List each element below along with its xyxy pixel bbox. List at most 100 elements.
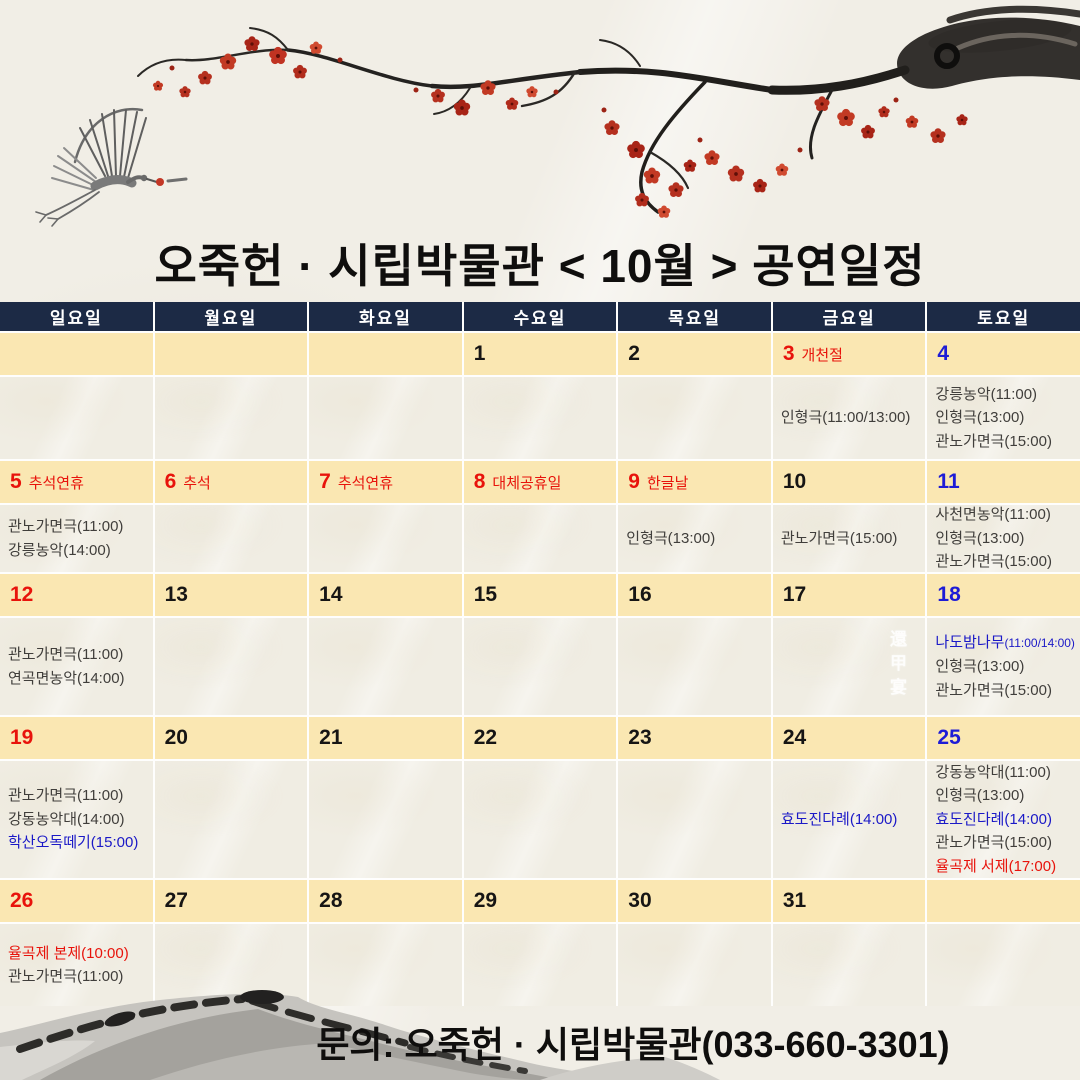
- holiday-label: 추석연휴: [337, 474, 394, 492]
- date-row: 1 2 3 개천절 4: [0, 333, 1080, 375]
- date-cell: 11: [927, 461, 1080, 503]
- ink-mountains-art: [0, 990, 720, 1080]
- event-cell: [155, 924, 308, 1006]
- event-item: 인형극(13:00): [935, 658, 1025, 676]
- date-number: 11: [937, 470, 960, 493]
- date-number: 15: [473, 583, 498, 606]
- date-number: 27: [164, 889, 188, 912]
- event-item: 관노가면극(11:00): [8, 968, 124, 985]
- event-cell: [618, 618, 771, 715]
- weekday-header: 수요일: [463, 302, 617, 331]
- date-cell: 22: [463, 717, 617, 759]
- event-cell: [155, 618, 308, 715]
- event-cell: 관노가면극(15:00): [773, 505, 926, 572]
- holiday-label: 대체공휴일: [492, 474, 562, 492]
- contact-footer: 문의: 오죽헌 · 시립박물관(033-660-3301): [316, 1024, 950, 1065]
- event-item: 관노가면극(11:00): [8, 787, 124, 805]
- event-row: 관노가면극(11:00) 강동농악대(14:00) 학산오독떼기(15:00) 효도진…: [0, 761, 1080, 878]
- event-cell: 율곡제 본제(10:00) 관노가면극(11:00): [0, 924, 153, 1006]
- event-row: 인형극(11:00/13:00) 강릉농악(11:00) 인형극(13:00) 관노가…: [0, 377, 1080, 459]
- event-cell: [464, 618, 617, 715]
- event-row: 관노가면극(11:00) 연곡면농악(14:00) 나도밤나무(11:00/14:0…: [0, 618, 1080, 715]
- date-row: 26 27 28 29 30 31: [0, 880, 1080, 922]
- event-item: 효도진다례(14:00): [780, 810, 898, 828]
- date-number: 19: [10, 726, 34, 749]
- event-item: 강동농악대(11:00): [935, 763, 1051, 781]
- event-cell: 관노가면극(11:00) 강동농악대(14:00) 학산오독떼기(15:00): [0, 761, 153, 878]
- event-cell: [155, 377, 308, 459]
- weekday-header: 목요일: [618, 302, 771, 331]
- calendar: 일요일 월요일 화요일 수요일 목요일 금요일 토요일 1 2 3 개천절 4 인형극(11:00/1…: [0, 302, 1080, 1006]
- event-cell: [618, 377, 771, 459]
- date-number: 1: [473, 342, 486, 365]
- date-number: 23: [628, 726, 652, 749]
- date-cell: 14: [309, 574, 462, 616]
- date-number: 9: [628, 470, 640, 493]
- weekday-header: 금요일: [772, 302, 926, 331]
- event-item: 인형극(13:00): [626, 529, 716, 547]
- event-item: 나도밤나무(11:00/14:00): [935, 633, 1075, 651]
- date-number: 24: [782, 726, 807, 749]
- event-cell: 나도밤나무(11:00/14:00) 인형극(13:00) 관노가면극(15:00): [927, 618, 1080, 715]
- date-cell: 18: [927, 574, 1080, 616]
- event-item: 관노가면극(15:00): [935, 553, 1052, 571]
- event-cell: [309, 618, 462, 715]
- date-number: 20: [164, 726, 188, 749]
- date-row: 19 20 21 22 23 24 25: [0, 717, 1080, 759]
- date-number: 16: [628, 583, 652, 606]
- event-cell: [927, 924, 1080, 1006]
- date-number: 22: [473, 726, 498, 749]
- weekday-row: 일요일 월요일 화요일 수요일 목요일 금요일 토요일: [0, 302, 1080, 331]
- date-cell: 26: [0, 880, 153, 922]
- date-cell: 9 한글날: [618, 461, 771, 503]
- date-cell: 3 개천절: [772, 333, 926, 375]
- date-cell: 8 대체공휴일: [463, 461, 617, 503]
- event-cell: [618, 761, 771, 878]
- date-cell: 28: [309, 880, 462, 922]
- event-cell: [0, 377, 153, 459]
- event-cell: [464, 761, 617, 878]
- date-cell: [927, 880, 1080, 922]
- blossoms: [152, 36, 968, 218]
- date-cell: 30: [618, 880, 771, 922]
- event-cell: 관노가면극(11:00) 연곡면농악(14:00): [0, 618, 153, 715]
- event-item: 인형극(13:00): [935, 529, 1025, 547]
- event-cell: [309, 761, 462, 878]
- date-number: 8: [473, 470, 486, 493]
- date-number: 7: [319, 470, 331, 493]
- event-item: 사천면농악(11:00): [935, 506, 1051, 524]
- event-item: 강동농악대(14:00): [8, 810, 125, 828]
- date-number: 28: [319, 889, 343, 912]
- event-cell: 인형극(11:00/13:00): [773, 377, 926, 459]
- date-number: 10: [782, 470, 807, 493]
- event-item: 관노가면극(15:00): [935, 681, 1052, 699]
- date-cell: 4: [927, 333, 1080, 375]
- date-number: 12: [10, 583, 34, 606]
- date-number: 18: [937, 583, 961, 606]
- event-item: 인형극(11:00/13:00): [780, 409, 911, 427]
- date-cell: [309, 333, 462, 375]
- date-row: 12 13 14 15 16 17 18: [0, 574, 1080, 616]
- event-item: 율곡제 본제(10:00): [8, 944, 129, 962]
- date-number: 31: [782, 889, 807, 912]
- date-number: 4: [937, 342, 950, 365]
- event-item: 관노가면극(15:00): [935, 432, 1052, 450]
- date-cell: 2: [618, 333, 771, 375]
- event-item: 강릉농악(14:00): [8, 541, 111, 559]
- event-cell: [309, 505, 462, 572]
- holiday-label: 한글날: [646, 474, 689, 492]
- weekday-header: 화요일: [309, 302, 462, 331]
- date-number: 21: [319, 726, 343, 749]
- date-cell: 13: [154, 574, 308, 616]
- date-number: 26: [10, 889, 34, 912]
- paper-watermark: 還甲宴: [887, 630, 906, 702]
- date-cell: 6 추석: [154, 461, 308, 503]
- event-cell: [155, 505, 308, 572]
- event-item: 연곡면농악(14:00): [8, 669, 125, 687]
- event-item: 학산오독떼기(15:00): [8, 834, 139, 852]
- crane-icon: [35, 107, 188, 227]
- date-number: 29: [473, 889, 498, 912]
- event-cell: [464, 377, 617, 459]
- event-item: 인형극(13:00): [935, 787, 1025, 805]
- weekday-header: 월요일: [154, 302, 308, 331]
